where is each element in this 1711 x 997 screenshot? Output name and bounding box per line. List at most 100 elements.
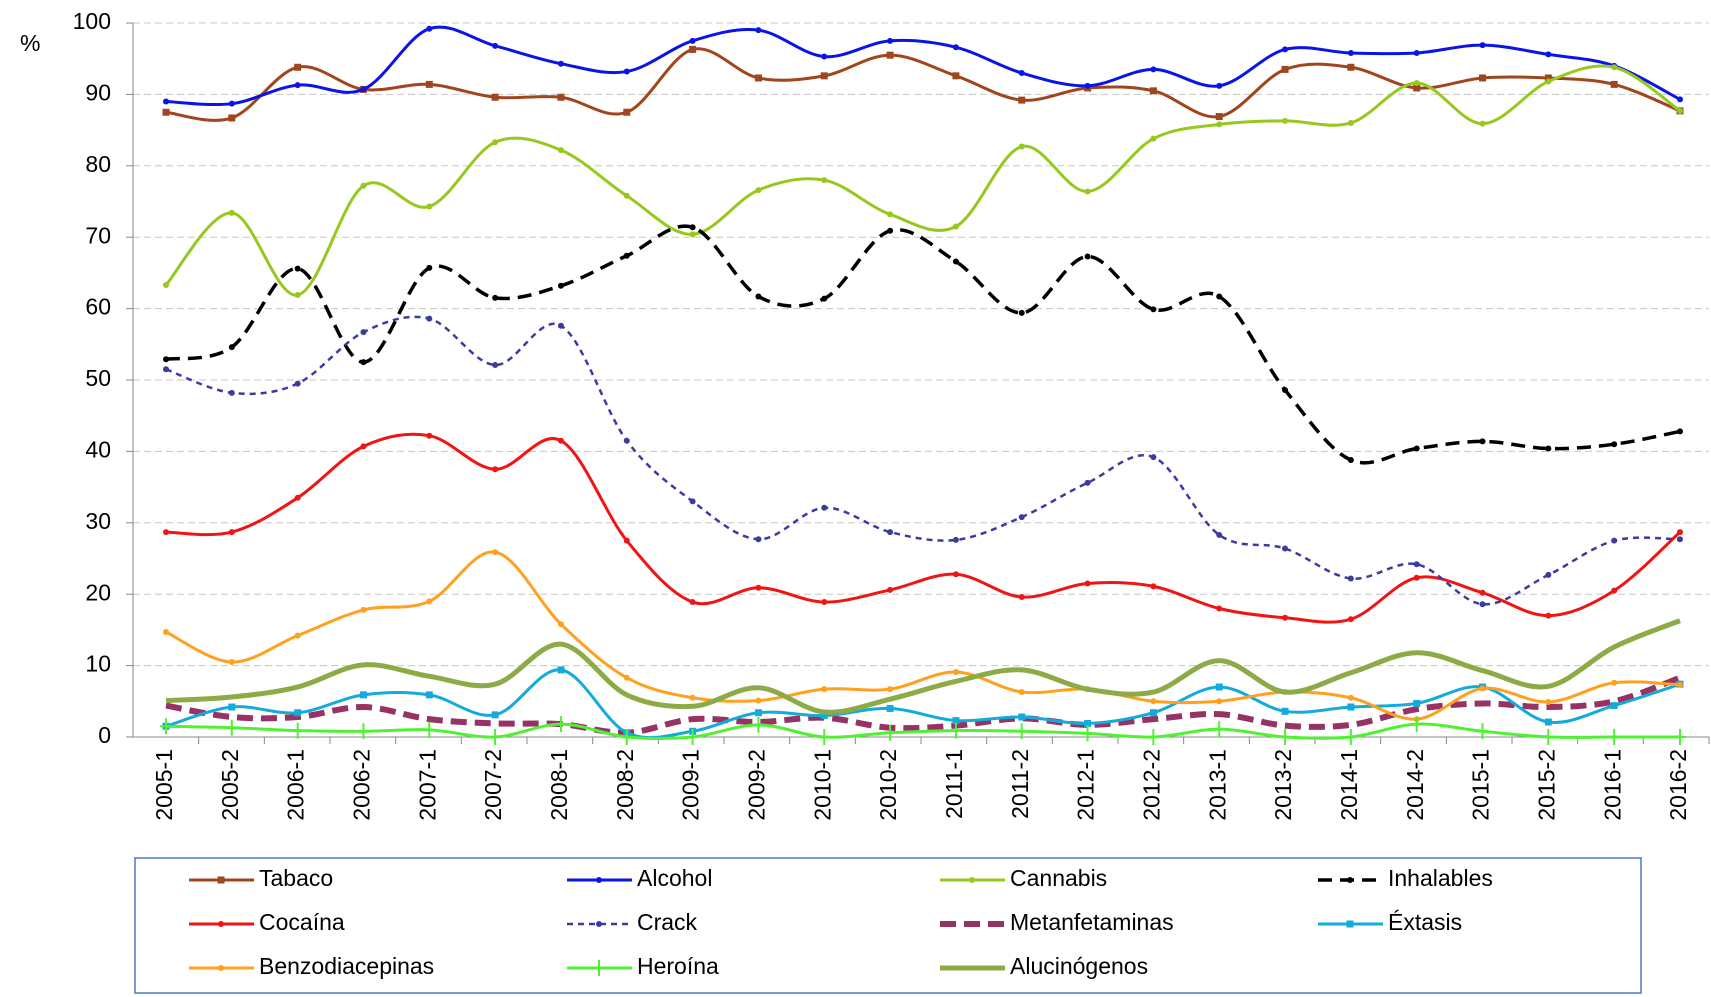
marker	[686, 729, 699, 745]
legend-marker	[218, 921, 224, 927]
series	[163, 315, 1683, 608]
marker	[1347, 456, 1354, 463]
marker	[1677, 529, 1683, 536]
marker	[623, 537, 630, 544]
marker	[1413, 574, 1420, 581]
marker	[1479, 42, 1486, 49]
marker	[952, 72, 960, 80]
legend-label: Alucinógenos	[1010, 953, 1148, 979]
marker	[1479, 74, 1487, 82]
marker	[1677, 681, 1683, 688]
legend-label: Tabaco	[259, 865, 333, 891]
marker	[1279, 729, 1292, 745]
marker	[360, 182, 367, 189]
marker	[1084, 479, 1091, 486]
marker	[952, 717, 960, 725]
marker	[1215, 683, 1223, 691]
marker	[1282, 386, 1289, 393]
x-tick-label: 2009-2	[744, 749, 770, 821]
marker	[1216, 293, 1223, 300]
marker	[294, 380, 301, 387]
marker	[1084, 253, 1091, 260]
x-tick-label: 2014-1	[1336, 749, 1362, 821]
marker	[291, 722, 304, 739]
marker	[225, 719, 238, 736]
y-tick-label: 50	[85, 365, 111, 391]
marker	[425, 691, 433, 699]
legend-label: Inhalables	[1388, 865, 1493, 891]
line	[165, 722, 1680, 741]
marker	[821, 686, 828, 693]
marker	[1149, 87, 1157, 95]
marker	[162, 108, 170, 116]
y-tick-label: 60	[85, 294, 111, 320]
marker	[163, 356, 169, 363]
marker	[294, 82, 301, 89]
marker	[1479, 685, 1486, 692]
marker	[952, 258, 959, 265]
marker	[1084, 719, 1092, 727]
legend-label: Benzodiacepinas	[259, 953, 434, 979]
marker	[1610, 702, 1618, 710]
marker	[1413, 79, 1420, 86]
marker	[623, 437, 630, 444]
x-tick-label: 2009-1	[678, 749, 704, 821]
line	[165, 550, 1681, 721]
marker	[360, 443, 367, 450]
x-tick-label: 2013-1	[1204, 749, 1230, 821]
marker	[1545, 78, 1552, 85]
legend-label: Crack	[637, 909, 698, 935]
marker	[689, 599, 696, 606]
marker	[492, 294, 499, 301]
marker	[228, 209, 235, 216]
marker	[1018, 689, 1025, 696]
marker	[887, 211, 894, 218]
line	[164, 64, 1681, 297]
legend-label: Cocaína	[259, 909, 345, 935]
marker	[492, 139, 499, 146]
marker	[163, 98, 169, 105]
y-tick-label: 100	[73, 8, 111, 34]
marker	[1018, 96, 1026, 104]
marker	[1216, 605, 1223, 612]
marker	[360, 359, 367, 366]
marker	[1347, 49, 1354, 56]
legend-label: Heroína	[637, 953, 719, 979]
marker	[755, 187, 762, 194]
marker	[360, 606, 367, 613]
marker	[1677, 107, 1683, 114]
marker	[689, 231, 696, 238]
marker	[755, 697, 762, 704]
y-tick-label: 30	[85, 508, 111, 534]
x-tick-label: 2008-1	[546, 749, 572, 821]
series	[160, 716, 1686, 745]
x-tick-label: 2007-1	[414, 749, 440, 821]
marker	[163, 366, 169, 373]
marker	[1347, 575, 1354, 582]
marker	[1611, 441, 1618, 448]
marker	[821, 599, 828, 606]
y-tick-label: 40	[85, 436, 111, 462]
marker	[952, 669, 959, 676]
legend-marker	[1347, 877, 1353, 883]
x-tick-label: 2016-1	[1599, 749, 1625, 821]
marker	[228, 529, 235, 536]
marker	[1413, 699, 1421, 707]
marker	[1347, 703, 1355, 711]
marker	[426, 25, 433, 32]
marker	[1542, 729, 1555, 745]
x-tick-label: 2011-2	[1007, 749, 1033, 819]
marker	[1282, 545, 1289, 552]
marker	[755, 536, 762, 543]
x-tick-label: 2005-2	[217, 749, 243, 821]
marker	[492, 42, 499, 49]
series	[165, 618, 1681, 715]
marker	[1413, 445, 1420, 452]
marker	[1479, 601, 1486, 608]
marker	[887, 227, 894, 234]
marker	[952, 536, 959, 543]
marker	[357, 723, 370, 740]
marker	[489, 729, 502, 745]
marker	[952, 223, 959, 230]
marker	[1018, 594, 1025, 601]
